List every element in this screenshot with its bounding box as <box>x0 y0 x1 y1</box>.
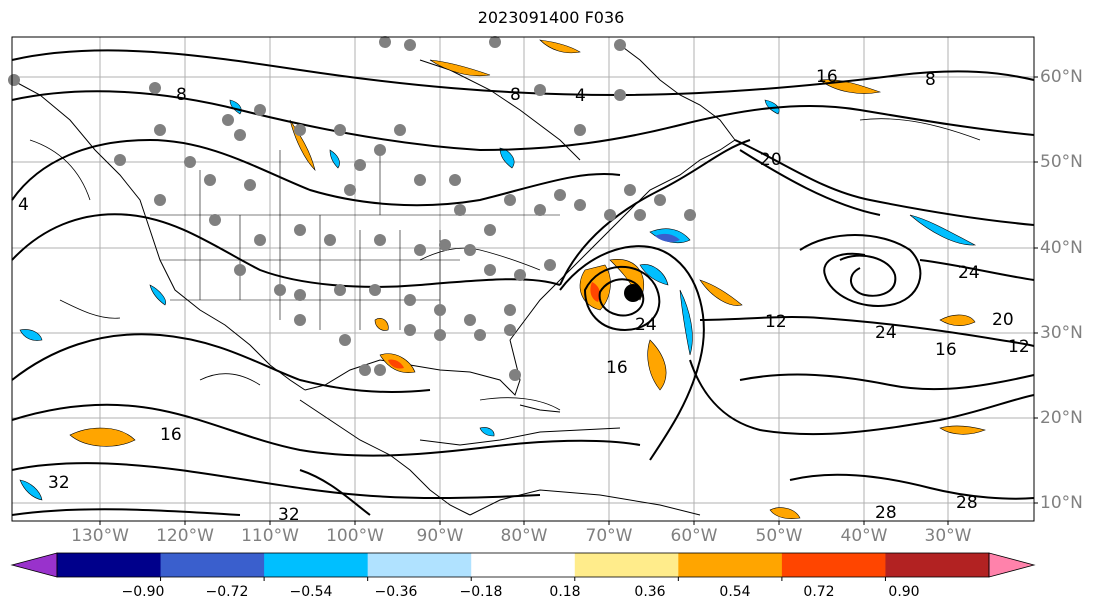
colorbar-tick-label: 0.54 <box>719 584 751 600</box>
contour-label: 8 <box>510 85 521 105</box>
colorbar-border <box>56 552 990 578</box>
strong-positive-shading <box>388 282 600 369</box>
contour-label: 4 <box>575 86 586 106</box>
colorbar-tick-label: −0.18 <box>459 584 503 600</box>
colorbar-tick-label: −0.72 <box>205 584 249 600</box>
colorbar-segment <box>57 553 162 577</box>
contour-label: 16 <box>935 340 957 360</box>
contour-label: 28 <box>956 493 978 513</box>
coastlines <box>11 44 736 516</box>
contour-label: 8 <box>925 70 936 90</box>
colorbar-segment <box>781 553 886 577</box>
lon-label: 80°W <box>500 526 548 546</box>
hurricane-center-marker <box>624 284 642 302</box>
colorbar-segment <box>471 553 576 577</box>
lat-label: 60°N <box>1040 67 1083 87</box>
contour-label: 16 <box>606 358 628 378</box>
colorbar-extend-right <box>988 552 1036 578</box>
contours <box>11 49 1035 516</box>
lat-label: 20°N <box>1040 408 1083 428</box>
colorbar-tick-label: 0.36 <box>634 584 666 600</box>
contour-label: 24 <box>958 263 980 283</box>
contour-label: 4 <box>18 195 29 215</box>
contour-label: 32 <box>278 505 300 525</box>
contour-label: 24 <box>875 323 897 343</box>
colorbar-tick-label: −0.54 <box>289 584 333 600</box>
axis-ticks <box>99 76 1038 525</box>
contour-label: 32 <box>48 473 70 493</box>
colorbar-extend-left <box>10 552 58 578</box>
contour-label-group: 4 8 8 12 12 16 16 16 20 20 24 24 24 28 2… <box>18 67 1030 525</box>
contour-label: 16 <box>816 67 838 87</box>
colorbar-tick-label: 0.18 <box>549 584 581 600</box>
lon-label: 60°W <box>670 526 718 546</box>
colorbar-tick-label: −0.90 <box>121 584 165 600</box>
lon-label: 110°W <box>241 526 299 546</box>
contour-label: 24 <box>635 315 657 335</box>
contour-label: 28 <box>875 503 897 523</box>
contour-label: 20 <box>760 150 782 170</box>
lon-label: 90°W <box>416 526 464 546</box>
lon-label: 50°W <box>755 526 803 546</box>
colorbar-segment <box>885 553 990 577</box>
colorbar <box>10 552 1036 581</box>
colorbar-segment <box>367 553 472 577</box>
colorbar-tick-label: 0.90 <box>888 584 920 600</box>
strong-negative-shading <box>655 233 680 243</box>
lat-label: 50°N <box>1040 152 1083 172</box>
lat-label: 40°N <box>1040 238 1083 258</box>
lat-label: 30°N <box>1040 323 1083 343</box>
negative-shading <box>19 99 977 501</box>
lon-label: 120°W <box>156 526 214 546</box>
colorbar-segment <box>264 553 369 577</box>
colorbar-segment <box>574 553 679 577</box>
lon-label: 40°W <box>840 526 888 546</box>
lon-label: 100°W <box>326 526 384 546</box>
contour-label: 12 <box>1008 337 1030 357</box>
contour-label: 20 <box>992 310 1014 330</box>
chart-title: 2023091400 F036 <box>477 8 625 27</box>
lon-label: 30°W <box>924 526 972 546</box>
lon-label: 70°W <box>585 526 633 546</box>
colorbar-tick-label: −0.36 <box>374 584 418 600</box>
lat-label: 10°N <box>1040 493 1083 513</box>
thin-contours <box>29 118 981 411</box>
contour-label: 12 <box>765 312 787 332</box>
contour-label: 16 <box>160 425 182 445</box>
station-markers <box>8 36 696 381</box>
lon-label: 130°W <box>71 526 129 546</box>
colorbar-segment <box>160 553 265 577</box>
colorbar-segment <box>678 553 783 577</box>
contour-label: 8 <box>176 85 187 105</box>
colorbar-tick-label: 0.72 <box>803 584 835 600</box>
